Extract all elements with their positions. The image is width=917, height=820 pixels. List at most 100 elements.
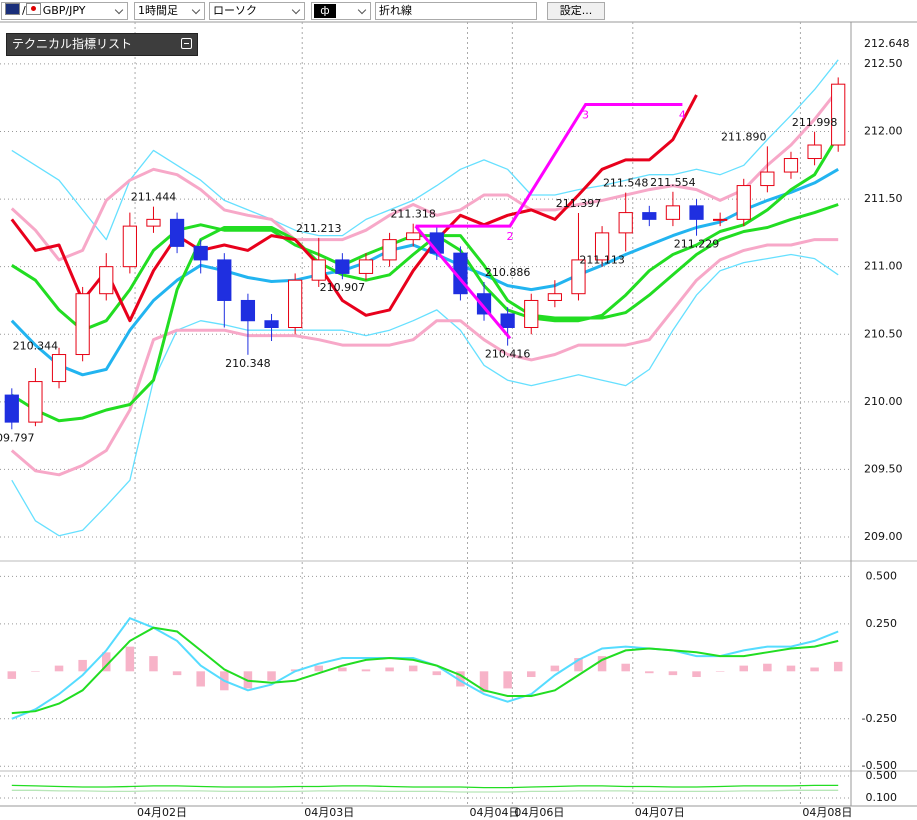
y-tick-label: 0.500 <box>866 769 898 782</box>
histogram-bar <box>739 665 748 672</box>
indicator-line <box>10 88 840 262</box>
price-label: 211.318 <box>390 208 436 221</box>
candle-body <box>642 212 657 220</box>
candle-body <box>665 205 681 220</box>
candle-body <box>807 144 822 160</box>
price-label: 210.344 <box>13 339 59 352</box>
histogram-bar <box>456 671 465 687</box>
candle-body <box>382 239 397 261</box>
candle-body <box>75 293 90 356</box>
candle-body <box>713 218 728 221</box>
histogram-bar <box>479 671 489 693</box>
x-tick-label: 04月06日 <box>514 806 564 819</box>
histogram-bar <box>597 656 607 672</box>
histogram-bar <box>385 667 394 672</box>
indicator-list-title: テクニカル指標リスト <box>12 37 133 51</box>
y-tick-label: -0.250 <box>862 712 897 725</box>
price-label: 211.213 <box>296 222 342 235</box>
candle-body <box>99 266 114 295</box>
histogram-bar <box>621 663 630 672</box>
symbol-select[interactable]: / GBP/JPY <box>1 2 128 20</box>
x-tick-label: 04月07日 <box>635 806 685 819</box>
y-tick-label: 209.50 <box>864 462 903 475</box>
price-label: 210.886 <box>485 266 531 279</box>
candle-body <box>240 299 256 322</box>
candle-body <box>689 205 704 220</box>
histogram-bar <box>550 665 560 672</box>
price-label: 210.416 <box>485 348 531 361</box>
indicator-line <box>11 253 839 537</box>
histogram-bar <box>196 671 205 687</box>
indicator-line <box>11 784 839 789</box>
y-tick-label: 212.00 <box>864 124 903 137</box>
y-tick-label: 0.500 <box>866 569 898 582</box>
trend-label: 2 <box>507 230 514 243</box>
chart-style: ローソク <box>213 4 257 17</box>
indicator-line <box>10 168 839 377</box>
collapse-icon[interactable] <box>181 38 192 49</box>
last-price-label: 212.648 <box>864 37 910 50</box>
histogram-bar <box>715 671 725 672</box>
histogram-bar <box>267 671 276 681</box>
indicator-line <box>11 626 839 715</box>
candle-body <box>760 171 775 187</box>
candle-body <box>169 218 185 247</box>
candle-body <box>406 232 421 241</box>
indicator-list[interactable]: テクニカル指標リスト <box>6 33 198 56</box>
candle-body <box>831 83 846 146</box>
candle-body <box>288 279 303 328</box>
chart-style-select[interactable]: ローソク <box>209 2 305 20</box>
candle-body <box>500 313 515 328</box>
candle-body <box>4 394 19 423</box>
x-tick-label: 04月03日 <box>304 806 354 819</box>
y-tick-label: 212.50 <box>864 57 903 70</box>
price-label: 211.998 <box>792 116 838 129</box>
histogram-bar <box>833 661 843 672</box>
histogram-bar <box>432 671 442 676</box>
flag-uk <box>5 3 20 15</box>
histogram-bar <box>503 671 512 689</box>
y-tick-label: 210.50 <box>864 327 903 340</box>
histogram-bar <box>668 671 678 676</box>
y-tick-label: 209.00 <box>864 530 903 543</box>
histogram-bar <box>78 659 87 672</box>
line-style-box[interactable]: 折れ線 <box>375 2 537 20</box>
histogram-bar <box>7 671 17 679</box>
histogram-bar <box>102 652 111 672</box>
histogram-bar <box>645 671 654 674</box>
price-label: 209.797 <box>0 431 35 444</box>
candle-body <box>783 158 799 173</box>
histogram-bar <box>338 667 347 672</box>
candle-body <box>736 185 751 220</box>
candle-body <box>594 232 610 261</box>
settings-button[interactable]: 設定... <box>547 2 605 20</box>
indicator-line <box>10 203 839 423</box>
histogram-bar <box>786 665 796 672</box>
indicator-line <box>11 616 839 720</box>
histogram-bar <box>692 671 701 678</box>
trend-line <box>415 103 683 228</box>
histogram-bar <box>31 671 40 672</box>
price-label: 211.229 <box>674 238 720 251</box>
candle-body <box>311 259 326 281</box>
histogram-bar <box>763 663 772 672</box>
histogram-bar <box>810 667 819 672</box>
y-tick-label: 211.50 <box>864 192 903 205</box>
timeframe-select[interactable]: 1時間足 <box>134 2 205 20</box>
candle-body <box>28 381 43 423</box>
candle-body <box>51 354 67 383</box>
x-tick-label: 04月08日 <box>802 806 852 819</box>
y-tick-label: 210.00 <box>864 395 903 408</box>
settings: 設定... <box>559 4 593 17</box>
y-tick-label: 211.00 <box>864 260 903 273</box>
histogram-bar <box>574 658 583 672</box>
candle-body <box>146 218 161 227</box>
candle-body <box>217 259 232 301</box>
histogram-bar <box>408 665 418 672</box>
indicator-line <box>10 238 839 477</box>
line-type-icon: ф <box>314 4 336 18</box>
line-type-select[interactable]: ф <box>311 2 371 20</box>
price-label: 211.890 <box>721 130 767 143</box>
